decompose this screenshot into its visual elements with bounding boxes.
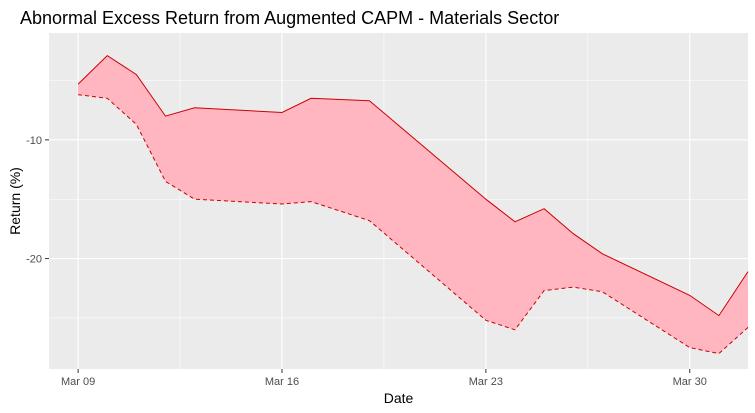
y-tick-label: -10 [26, 135, 42, 147]
y-tick-label: -20 [26, 254, 42, 266]
y-axis: -10 -20 [26, 135, 49, 266]
x-tick-label: Mar 30 [673, 376, 707, 388]
x-axis-title: Date [384, 390, 414, 406]
x-axis: Mar 09 Mar 16 Mar 23 Mar 30 [61, 369, 707, 388]
chart-title: Abnormal Excess Return from Augmented CA… [20, 8, 559, 28]
x-tick-label: Mar 23 [469, 376, 503, 388]
series-line-upper [77, 54, 749, 317]
x-tick-label: Mar 16 [265, 376, 299, 388]
x-tick-label: Mar 09 [61, 376, 95, 388]
ribbon-area [78, 55, 749, 354]
series-line-lower [78, 94, 749, 355]
y-axis-title: Return (%) [7, 167, 23, 235]
